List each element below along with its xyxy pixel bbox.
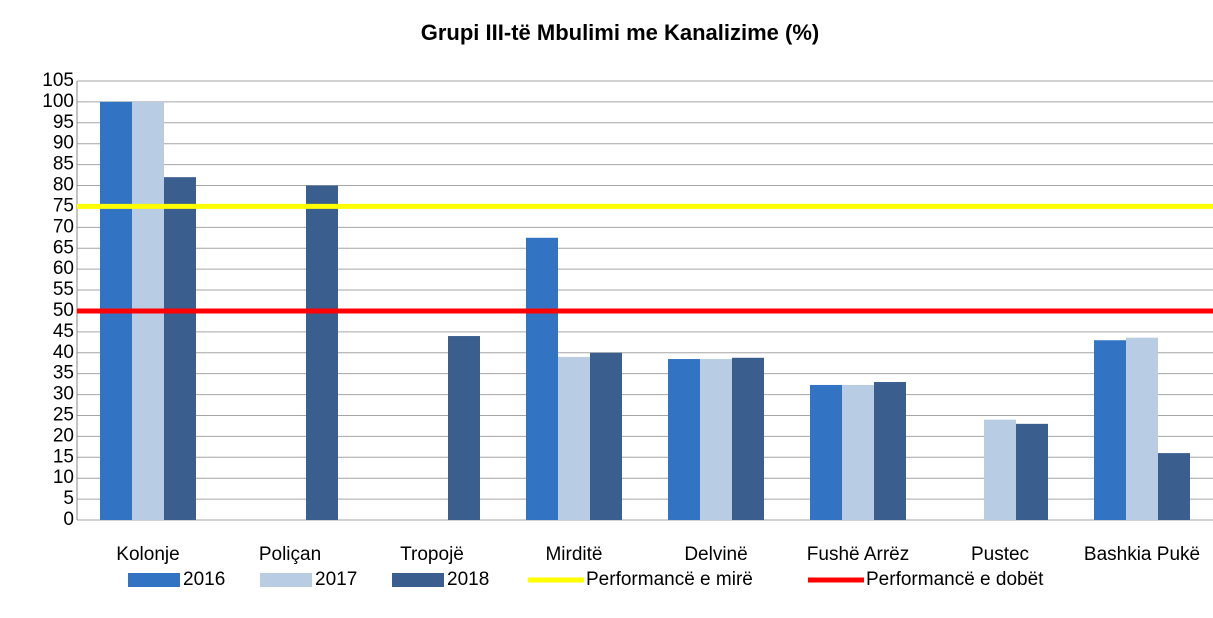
bar (448, 336, 480, 520)
y-tick-label: 100 (42, 91, 74, 112)
legend-label: 2017 (315, 569, 357, 590)
bar (558, 356, 590, 520)
legend-label: Performancë e mirë (586, 569, 753, 590)
y-tick-label: 10 (53, 467, 74, 488)
x-tick-label: Fushë Arrëz (807, 544, 909, 565)
chart-title: Grupi III-të Mbulimi me Kanalizime (%) (421, 20, 820, 45)
y-tick-label: 50 (53, 300, 74, 321)
bar (700, 359, 732, 520)
x-tick-label: Kolonje (116, 544, 179, 565)
y-tick-label: 80 (53, 175, 74, 196)
bar (590, 352, 622, 520)
bar (1126, 337, 1158, 520)
legend-swatch (128, 573, 180, 587)
y-tick-label: 55 (53, 279, 74, 300)
x-tick-label: Tropojë (400, 544, 464, 565)
y-tick-label: 35 (53, 363, 74, 384)
legend-label: 2018 (447, 569, 489, 590)
y-tick-label: 60 (53, 258, 74, 279)
bar (1094, 340, 1126, 520)
y-tick-label: 5 (63, 488, 74, 509)
x-tick-label: Bashkia Pukë (1084, 544, 1200, 565)
y-tick-label: 70 (53, 216, 74, 237)
y-tick-label: 30 (53, 384, 74, 405)
y-tick-label: 25 (53, 404, 74, 425)
y-tick-label: 90 (53, 133, 74, 154)
y-tick-label: 0 (63, 509, 74, 530)
y-tick-label: 95 (53, 112, 74, 133)
y-tick-label: 105 (42, 70, 74, 91)
x-tick-label: Poliçan (259, 544, 321, 565)
legend-swatch (260, 573, 312, 587)
legend-label: Performancë e dobët (866, 569, 1044, 590)
x-tick-label: Mirditë (545, 544, 602, 565)
legend-swatch (392, 573, 444, 587)
bar (164, 177, 196, 520)
y-tick-label: 75 (53, 195, 74, 216)
bar (668, 359, 700, 520)
bar (732, 357, 764, 520)
y-tick-label: 65 (53, 237, 74, 258)
x-tick-label: Delvinë (684, 544, 747, 565)
bar (842, 384, 874, 520)
bar (810, 384, 842, 520)
bar (984, 419, 1016, 520)
bar (1158, 453, 1190, 520)
legend-label: 2016 (183, 569, 225, 590)
y-tick-label: 15 (53, 446, 74, 467)
y-tick-label: 20 (53, 425, 74, 446)
y-tick-label: 85 (53, 154, 74, 175)
bar (874, 382, 906, 520)
bar (306, 185, 338, 520)
bar (526, 237, 558, 521)
y-tick-label: 45 (53, 321, 74, 342)
x-tick-label: Pustec (971, 544, 1029, 565)
y-tick-label: 40 (53, 342, 74, 363)
bar (1016, 423, 1048, 520)
